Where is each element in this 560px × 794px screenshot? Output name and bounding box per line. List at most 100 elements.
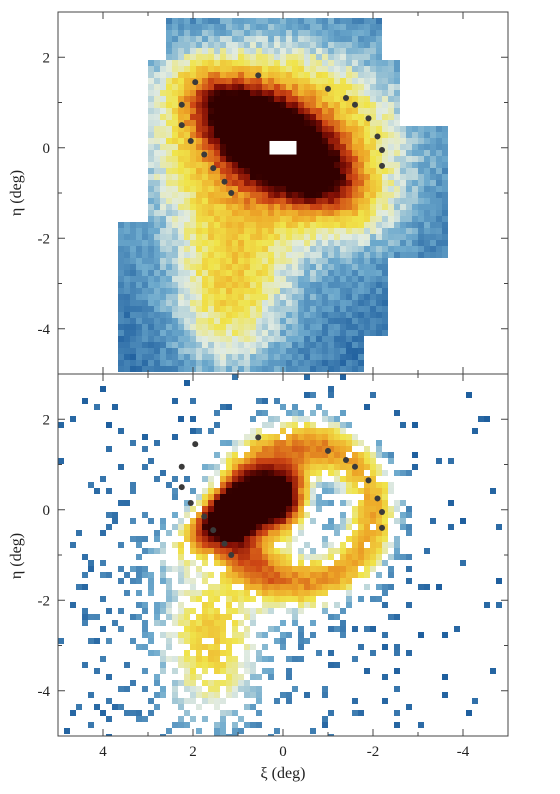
bottom-density-cell	[256, 656, 262, 662]
top-density-cell	[238, 228, 244, 234]
bottom-density-cell	[400, 512, 406, 518]
bottom-density-cell	[142, 644, 148, 650]
top-density-cell	[268, 312, 274, 318]
top-density-cell	[298, 210, 304, 216]
bottom-density-cell	[268, 626, 274, 632]
bottom-density-cell	[196, 554, 202, 560]
top-density-cell	[142, 246, 148, 252]
top-density-cell	[214, 96, 220, 102]
top-density-cell	[274, 294, 280, 300]
top-density-cell	[172, 66, 178, 72]
top-density-cell	[274, 360, 280, 366]
top-density-cell	[160, 186, 166, 192]
top-density-cell	[214, 66, 220, 72]
bottom-density-cell	[226, 482, 232, 488]
top-density-cell	[376, 48, 382, 54]
bottom-density-cell	[328, 524, 334, 530]
bottom-density-cell	[214, 626, 220, 632]
bottom-density-cell	[406, 530, 412, 536]
top-density-cell	[376, 102, 382, 108]
top-density-cell	[226, 72, 232, 78]
bottom-density-cell	[184, 500, 190, 506]
top-density-cell	[274, 312, 280, 318]
bottom-density-cell	[376, 470, 382, 476]
top-density-cell	[226, 210, 232, 216]
top-density-cell	[142, 222, 148, 228]
bottom-density-cell	[142, 464, 148, 470]
top-density-cell	[148, 162, 154, 168]
top-density-cell	[424, 132, 430, 138]
bottom-density-cell	[298, 560, 304, 566]
top-density-cell	[388, 150, 394, 156]
top-density-cell	[238, 240, 244, 246]
bottom-density-cell	[244, 470, 250, 476]
bottom-density-cell	[322, 524, 328, 530]
top-density-cell	[322, 204, 328, 210]
bottom-density-cell	[178, 632, 184, 638]
top-density-cell	[358, 54, 364, 60]
top-density-cell	[262, 18, 268, 24]
top-density-cell	[118, 330, 124, 336]
top-density-cell	[364, 216, 370, 222]
top-density-cell	[286, 354, 292, 360]
bottom-density-cell	[196, 428, 202, 434]
top-density-cell	[274, 240, 280, 246]
top-density-cell	[154, 240, 160, 246]
bottom-density-cell	[388, 488, 394, 494]
bottom-density-cell	[322, 410, 328, 416]
bottom-density-cell	[316, 470, 322, 476]
top-density-cell	[310, 24, 316, 30]
top-density-cell	[232, 156, 238, 162]
bottom-density-cell	[184, 506, 190, 512]
top-density-cell	[226, 300, 232, 306]
top-density-cell	[184, 114, 190, 120]
top-density-cell	[172, 210, 178, 216]
top-density-cell	[382, 132, 388, 138]
top-density-cell	[244, 324, 250, 330]
bottom-density-cell	[262, 446, 268, 452]
top-density-cell	[220, 54, 226, 60]
top-circle-marker	[365, 115, 372, 122]
top-density-cell	[172, 228, 178, 234]
top-density-cell	[370, 66, 376, 72]
top-density-cell	[190, 54, 196, 60]
top-density-cell	[160, 120, 166, 126]
top-density-cell	[436, 204, 442, 210]
top-density-cell	[346, 120, 352, 126]
bottom-density-cell	[214, 638, 220, 644]
top-density-cell	[304, 270, 310, 276]
top-density-cell	[148, 138, 154, 144]
top-density-cell	[262, 36, 268, 42]
top-density-cell	[394, 132, 400, 138]
bottom-density-cell	[274, 602, 280, 608]
bottom-density-cell	[364, 572, 370, 578]
top-density-cell	[340, 192, 346, 198]
top-density-cell	[136, 342, 142, 348]
top-density-cell	[400, 174, 406, 180]
top-density-cell	[412, 198, 418, 204]
top-density-cell	[310, 162, 316, 168]
top-density-cell	[340, 288, 346, 294]
top-density-cell	[430, 150, 436, 156]
top-density-cell	[358, 78, 364, 84]
bottom-density-cell	[298, 458, 304, 464]
top-density-cell	[376, 60, 382, 66]
bottom-density-cell	[370, 470, 376, 476]
top-density-cell	[274, 264, 280, 270]
top-density-cell	[298, 330, 304, 336]
bottom-density-cell	[232, 446, 238, 452]
top-density-cell	[316, 324, 322, 330]
bottom-density-cell	[334, 440, 340, 446]
bottom-density-cell	[328, 446, 334, 452]
top-density-cell	[394, 78, 400, 84]
bottom-density-cell	[268, 536, 274, 542]
top-density-cell	[256, 78, 262, 84]
top-density-cell	[310, 354, 316, 360]
bottom-density-cell	[286, 542, 292, 548]
top-density-cell	[340, 66, 346, 72]
top-density-cell	[340, 120, 346, 126]
bottom-density-cell	[286, 656, 292, 662]
top-density-cell	[154, 336, 160, 342]
top-density-cell	[322, 90, 328, 96]
top-density-cell	[148, 312, 154, 318]
